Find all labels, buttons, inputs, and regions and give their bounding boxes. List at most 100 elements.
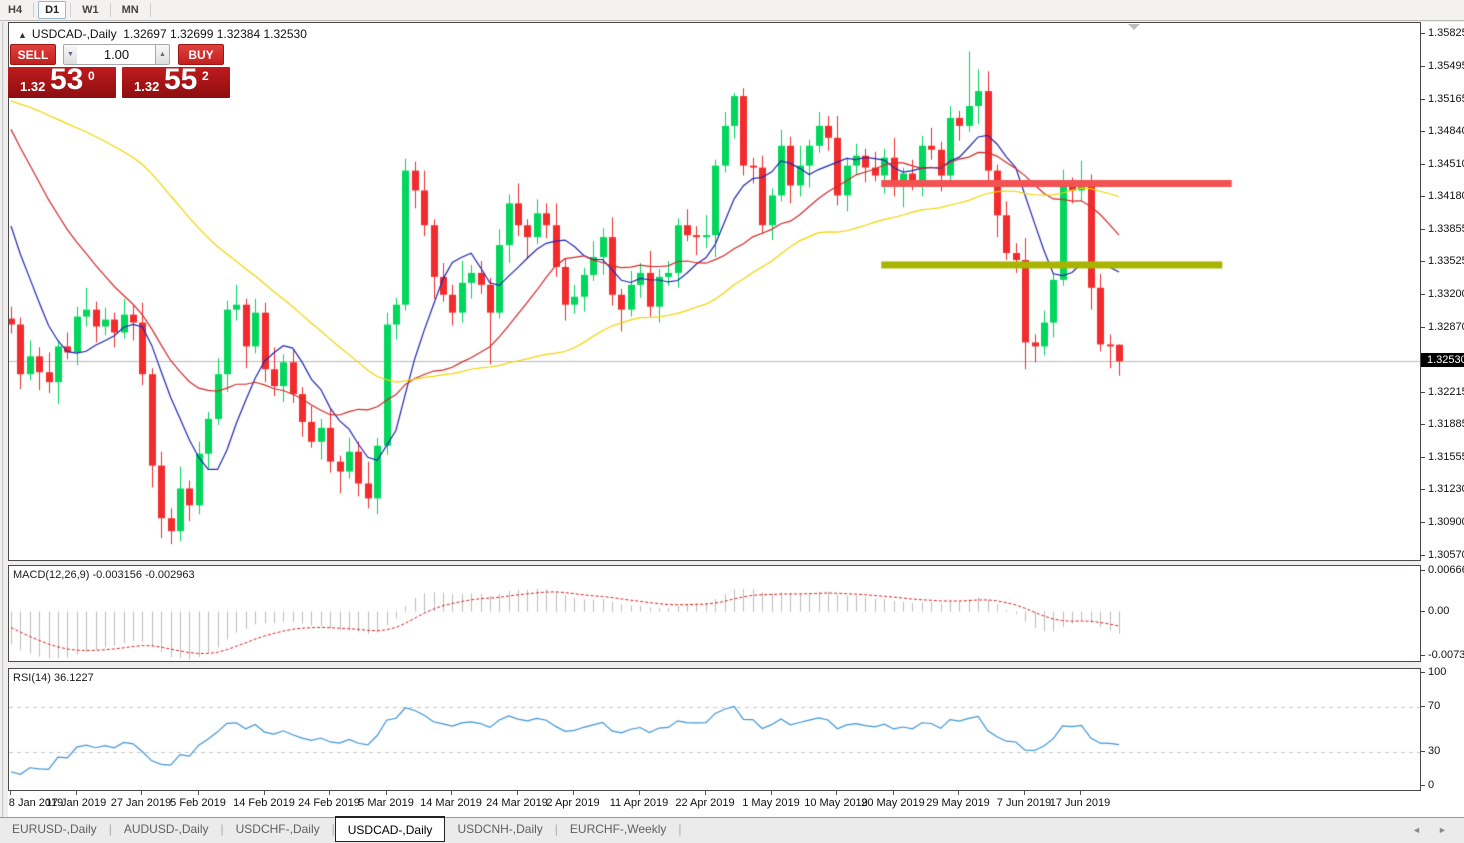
chart-shift-marker-icon[interactable] [1128, 24, 1140, 30]
price-chart-panel[interactable] [8, 22, 1421, 561]
tab-usdcad[interactable]: USDCAD-,Daily [334, 816, 446, 842]
chevron-up-icon: ▲ [159, 51, 166, 58]
axis-tick-mark [1421, 327, 1425, 328]
date-tick-mark [1080, 791, 1081, 795]
one-click-trading-panel: SELL ▼ ▲ BUY 1.32 53 0 1.32 55 2 [8, 44, 230, 98]
axis-tick-mark [1421, 196, 1425, 197]
buy-button[interactable]: BUY [178, 44, 224, 65]
sell-price-pips: 53 [50, 63, 84, 96]
tab-scroll-right-icon[interactable]: ► [1438, 825, 1447, 835]
axis-tick-mark [1421, 785, 1425, 786]
buy-price-pips: 55 [164, 63, 198, 96]
timeframe-button-d1[interactable]: D1 [38, 1, 67, 19]
rsi-panel[interactable] [8, 668, 1421, 791]
timeframe-button-h4[interactable]: H4 [8, 4, 23, 16]
current-price-badge: 1.32530 [1421, 353, 1464, 367]
date-tick-mark [517, 791, 518, 795]
tab-scroll-left-icon[interactable]: ◄ [1412, 825, 1421, 835]
date-tick-mark [639, 791, 640, 795]
price-tick-label: 1.34180 [1428, 190, 1464, 202]
axis-tick-mark [1421, 392, 1425, 393]
sell-price-quote[interactable]: 1.32 53 0 [8, 63, 116, 98]
date-tick-mark [329, 791, 330, 795]
tab-audusd[interactable]: AUDUSD-,Daily [123, 822, 209, 836]
date-tick-label: 27 Jan 2019 [110, 797, 172, 809]
date-tick-label: 11 Apr 2019 [609, 797, 669, 809]
date-tick-label: 5 Feb 2019 [170, 797, 226, 809]
volume-increase-button[interactable]: ▲ [155, 44, 170, 65]
date-tick-mark [836, 791, 837, 795]
date-tick-label: 17 Jan 2019 [45, 797, 107, 809]
price-tick-label: 1.31555 [1428, 451, 1464, 463]
price-tick-label: 1.35165 [1428, 93, 1464, 105]
date-tick-mark [451, 791, 452, 795]
chevron-down-icon: ▼ [67, 51, 74, 58]
timeframe-button-mn[interactable]: MN [121, 4, 139, 16]
price-tick-label: 1.35825 [1428, 27, 1464, 39]
tab-separator: | [108, 822, 112, 836]
date-tick-mark [76, 791, 77, 795]
date-axis[interactable]: 8 Jan 2019 17 Jan 2019 27 Jan 2019 5 Feb 20… [8, 791, 1421, 817]
tab-usdchf[interactable]: USDCHF-,Daily [235, 822, 320, 836]
axis-tick-mark [1421, 261, 1425, 262]
axis-tick-mark [1421, 489, 1425, 490]
macd-canvas[interactable] [9, 566, 1420, 661]
date-tick-label: 29 May 2019 [926, 797, 990, 809]
date-tick-label: 17 Jun 2019 [1049, 797, 1111, 809]
date-tick-label: 8 Jan 2019 [8, 797, 64, 809]
date-tick-label: 2 Apr 2019 [546, 797, 600, 809]
macd-axis-zero-label: 0.00 [1428, 605, 1450, 617]
volume-decrease-button[interactable]: ▼ [63, 44, 78, 65]
date-tick-label: 5 Mar 2019 [358, 797, 414, 809]
price-axis[interactable]: 1.35825 1.35495 1.35165 1.34840 1.34510 1.341… [1421, 22, 1464, 817]
rsi-axis-label: 0 [1428, 779, 1435, 791]
axis-tick-mark [1421, 294, 1425, 295]
symbol-period-label: USDCAD-,Daily [31, 27, 117, 41]
volume-input[interactable] [77, 44, 156, 65]
buy-price-quote[interactable]: 1.32 55 2 [122, 63, 230, 98]
macd-axis-max-label: 0.006667 [1428, 564, 1464, 576]
price-chart-canvas[interactable] [9, 23, 1420, 560]
chart-tabs: EURUSD-,Daily | AUDUSD-,Daily | USDCHF-,Dail… [0, 816, 682, 842]
chart-tab-bar: EURUSD-,Daily | AUDUSD-,Daily | USDCHF-,Dail… [0, 816, 1464, 843]
date-tick-mark [141, 791, 142, 795]
date-tick-label: 20 May 2019 [861, 797, 925, 809]
sell-button[interactable]: SELL [10, 44, 56, 65]
tab-eurusd[interactable]: EURUSD-,Daily [12, 822, 97, 836]
toolbar-separator [109, 3, 111, 17]
axis-tick-mark [1421, 457, 1425, 458]
axis-tick-mark [1421, 706, 1425, 707]
tab-separator: | [554, 822, 558, 836]
timeframe-toolbar: H4 D1 W1 MN [0, 0, 1464, 21]
timeframe-button-w1[interactable]: W1 [82, 4, 99, 16]
macd-panel[interactable] [8, 565, 1421, 662]
date-tick-label: 24 Feb 2019 [298, 797, 360, 809]
date-tick-mark [771, 791, 772, 795]
price-tick-label: 1.34510 [1428, 158, 1464, 170]
axis-tick-mark [1421, 424, 1425, 425]
axis-tick-mark [1421, 99, 1425, 100]
axis-tick-mark [1421, 570, 1425, 571]
macd-indicator-label: MACD(12,26,9) -0.003156 -0.002963 [13, 569, 195, 581]
tab-separator: | [678, 822, 682, 836]
symbol-collapse-icon[interactable]: ▲ [18, 30, 27, 40]
tab-eurchf[interactable]: EURCHF-,Weekly [569, 822, 667, 836]
price-tick-label: 1.35495 [1428, 60, 1464, 72]
date-tick-label: 7 Jun 2019 [996, 797, 1052, 809]
date-tick-mark [958, 791, 959, 795]
window-left-edge [2, 22, 4, 817]
date-tick-label: 24 Mar 2019 [486, 797, 548, 809]
chart-title: ▲ USDCAD-,Daily 1.32697 1.32699 1.32384 1… [18, 27, 307, 41]
rsi-axis-label: 100 [1428, 666, 1447, 678]
date-tick-mark [198, 791, 199, 795]
date-tick-mark [1024, 791, 1025, 795]
axis-tick-mark [1421, 522, 1425, 523]
price-tick-label: 1.30570 [1428, 549, 1464, 561]
tab-usdcnh[interactable]: USDCNH-,Daily [457, 822, 543, 836]
ohlc-close: 1.32530 [263, 27, 307, 41]
axis-tick-mark [1421, 611, 1425, 612]
price-tick-label: 1.32870 [1428, 321, 1464, 333]
date-tick-label: 1 May 2019 [742, 797, 800, 809]
date-tick-mark [264, 791, 265, 795]
rsi-canvas[interactable] [9, 669, 1420, 790]
